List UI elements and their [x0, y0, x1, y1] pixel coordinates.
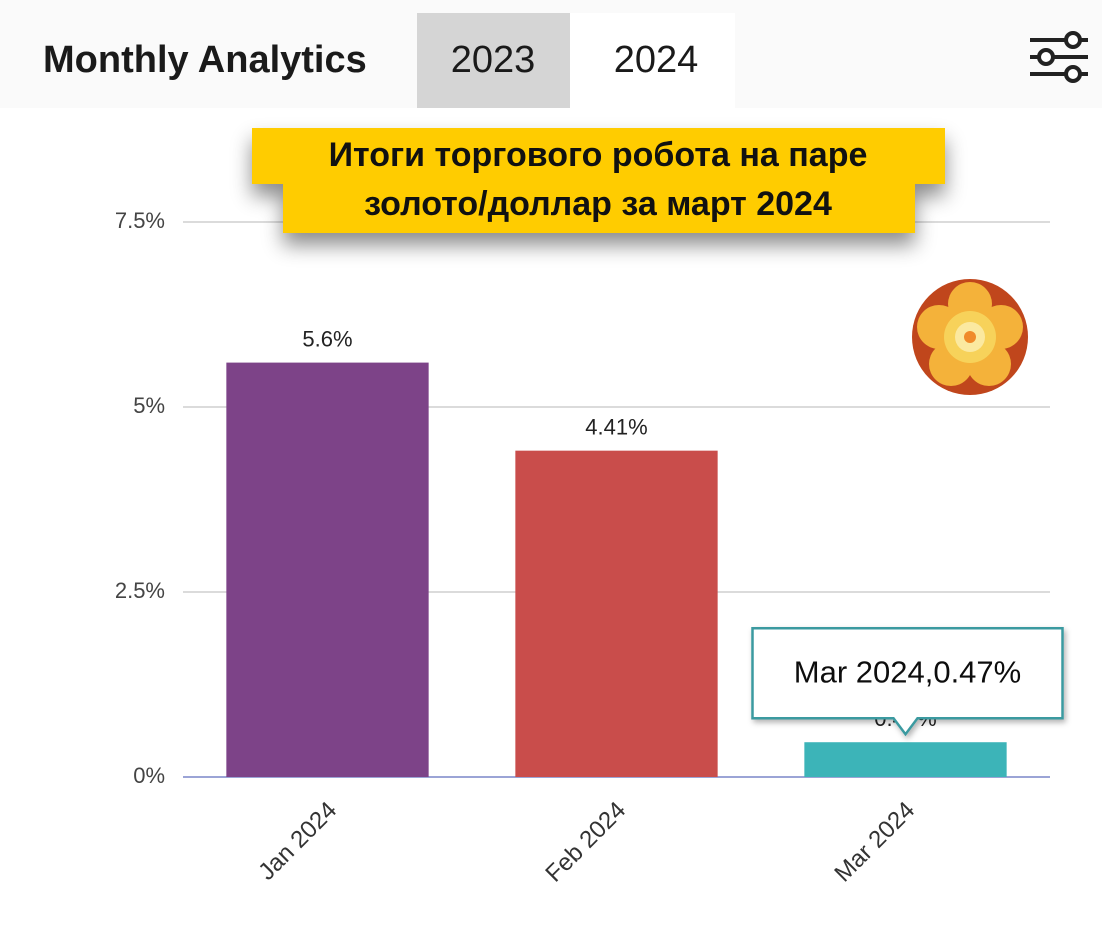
header-title: Monthly Analytics: [43, 39, 367, 81]
x-tick-label: Jan 2024: [253, 797, 342, 886]
banner: [252, 128, 945, 233]
x-tick-label: Mar 2024: [829, 797, 920, 888]
bar: [515, 450, 718, 777]
filter-icon[interactable]: [1030, 31, 1088, 83]
y-tick-label: 5%: [133, 393, 165, 418]
tab[interactable]: 2023: [417, 13, 570, 108]
tab-bg[interactable]: [417, 13, 570, 108]
banner-bg: [283, 180, 915, 233]
tab-label[interactable]: 2024: [614, 39, 699, 81]
data-label: 5.6%: [302, 326, 352, 351]
y-tick-label: 2.5%: [115, 578, 165, 603]
bar: [804, 742, 1007, 777]
tab-label[interactable]: 2023: [451, 39, 536, 81]
flower-icon: [912, 279, 1028, 395]
banner-bg: [252, 128, 945, 184]
tab[interactable]: 2024: [570, 13, 735, 108]
x-tick-label: Feb 2024: [540, 797, 631, 888]
tooltip: Mar 2024,0.47%: [751, 626, 1064, 737]
y-tick-label: 7.5%: [115, 208, 165, 233]
bar: [226, 362, 429, 777]
tooltip-text: Mar 2024,0.47%: [794, 654, 1021, 689]
tab-bg[interactable]: [570, 13, 735, 108]
y-tick-label: 0%: [133, 763, 165, 788]
data-label: 4.41%: [585, 414, 647, 439]
banner-text: Итоги торгового робота на паре: [329, 136, 868, 174]
tooltip-box: [751, 626, 1064, 737]
banner-text: золото/доллар за март 2024: [364, 185, 832, 223]
